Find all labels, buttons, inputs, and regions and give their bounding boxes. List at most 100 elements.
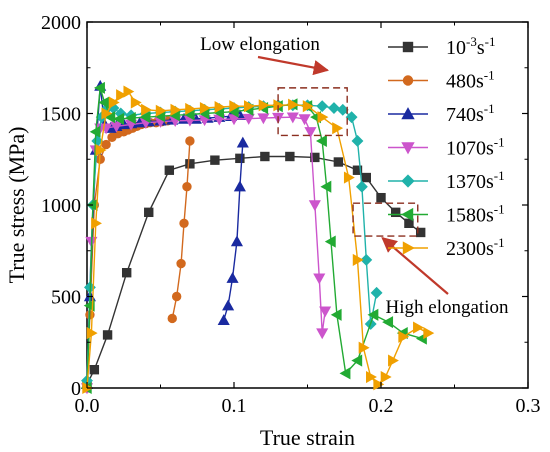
data-point xyxy=(388,354,399,367)
y-tick-label: 0 xyxy=(71,378,81,400)
data-point xyxy=(235,153,245,164)
data-point xyxy=(110,121,123,133)
legend-marker xyxy=(401,107,415,120)
data-point xyxy=(217,314,230,325)
data-point xyxy=(367,308,379,321)
data-point xyxy=(155,104,167,117)
data-point xyxy=(121,268,132,278)
data-point xyxy=(380,370,392,384)
annotation-box xyxy=(277,87,348,137)
legend: 10-3s-1480s-1740s-11070s-11370s-11580s-1… xyxy=(388,34,505,260)
legend-label-part: 2300 xyxy=(446,238,486,260)
data-point xyxy=(260,151,270,162)
data-point xyxy=(333,157,344,167)
legend-label-part: -1 xyxy=(485,34,496,49)
legend-label-part: s xyxy=(476,104,484,126)
legend-item: 740s-1 xyxy=(388,101,495,126)
data-point xyxy=(108,96,120,109)
data-point xyxy=(236,136,249,148)
data-point xyxy=(101,139,111,150)
data-point xyxy=(102,330,113,340)
data-point xyxy=(358,341,370,354)
data-point xyxy=(116,89,128,102)
legend-item: 1370s-1 xyxy=(388,168,505,193)
series-line xyxy=(86,155,422,385)
data-point xyxy=(182,181,192,192)
series-layer xyxy=(80,79,435,395)
legend-label-part: 1370 xyxy=(446,171,486,193)
data-point xyxy=(210,155,220,165)
y-axis-title: True stress (MPa) xyxy=(4,127,29,284)
legend-marker xyxy=(402,75,414,86)
data-point xyxy=(404,218,414,229)
legend-label-part: 1070 xyxy=(446,138,486,160)
data-point xyxy=(345,111,358,124)
annotation-layer: Low elongation High elongation xyxy=(200,34,509,318)
data-point xyxy=(243,100,255,113)
data-point xyxy=(373,378,385,391)
legend-marker xyxy=(401,142,415,155)
legend-label-part: -1 xyxy=(494,168,505,183)
x-tick-label: 0.1 xyxy=(222,395,247,417)
data-point xyxy=(164,165,175,175)
legend-item: 10-3s-1 xyxy=(388,34,495,59)
plot-area: Low elongation High elongation xyxy=(80,21,529,395)
data-point xyxy=(233,180,246,192)
data-point xyxy=(185,159,195,169)
series-10-s xyxy=(82,151,426,390)
x-tick-label: 0.2 xyxy=(369,395,394,417)
x-tick-label: 0.3 xyxy=(516,395,541,417)
data-point xyxy=(95,144,107,157)
data-point xyxy=(101,107,113,120)
data-point xyxy=(141,103,152,116)
data-point xyxy=(376,192,386,203)
legend-label: 1580s-1 xyxy=(446,202,505,227)
series-2300-s xyxy=(82,85,435,395)
data-point xyxy=(298,114,311,126)
legend-label-part: 480 xyxy=(446,71,476,93)
data-point xyxy=(319,306,332,318)
data-point xyxy=(86,327,98,340)
legend-label-part: 10 xyxy=(446,37,466,59)
annotation-high-elongation: High elongation xyxy=(386,297,509,318)
legend-label-part: s xyxy=(477,37,485,59)
x-axis-title: True strain xyxy=(260,425,355,450)
data-point xyxy=(89,364,100,375)
data-point xyxy=(123,85,135,98)
legend-label-part: -1 xyxy=(494,135,505,150)
annotation-arrow-high xyxy=(381,236,449,295)
data-point xyxy=(226,272,239,283)
data-point xyxy=(352,253,364,266)
data-point xyxy=(423,327,435,340)
legend-label-part: s xyxy=(486,238,494,260)
y-tick-label: 500 xyxy=(51,287,81,309)
y-tick-label: 1500 xyxy=(41,104,81,126)
legend-label-part: -1 xyxy=(494,202,505,217)
data-point xyxy=(130,96,142,109)
data-point xyxy=(91,217,103,230)
data-point xyxy=(258,99,270,112)
data-point xyxy=(413,321,424,334)
data-point xyxy=(304,127,317,138)
data-point xyxy=(222,299,235,311)
legend-label: 1070s-1 xyxy=(446,135,505,160)
data-point xyxy=(229,100,241,113)
legend-marker xyxy=(401,207,414,222)
legend-label-part: 1580 xyxy=(446,205,486,227)
legend-label-part: s xyxy=(486,205,494,227)
data-point xyxy=(320,180,332,193)
data-point xyxy=(339,367,351,380)
data-point xyxy=(167,313,177,324)
data-point xyxy=(176,258,186,269)
y-tick-label: 2000 xyxy=(41,12,81,34)
legend-label-part: s xyxy=(486,138,494,160)
legend-label: 1370s-1 xyxy=(446,168,505,193)
data-point xyxy=(351,135,364,147)
data-point xyxy=(343,171,355,184)
data-point xyxy=(242,113,255,125)
legend-label-part: s xyxy=(486,171,494,193)
data-point xyxy=(355,180,368,193)
annotation-arrow-low xyxy=(257,55,330,76)
legend-marker xyxy=(401,174,415,188)
